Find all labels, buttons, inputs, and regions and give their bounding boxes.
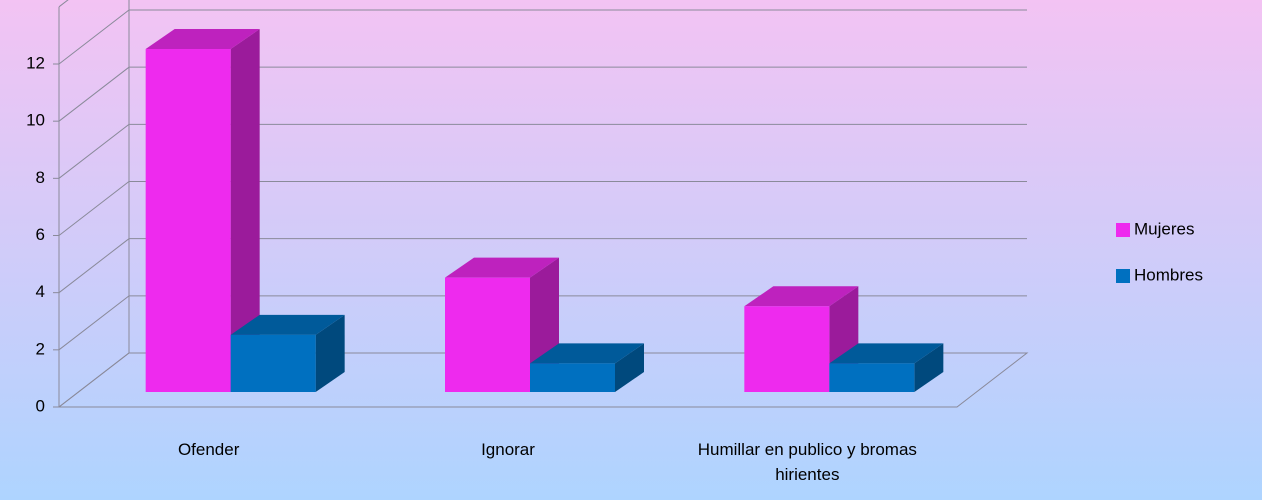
wall-top xyxy=(58,0,69,8)
legend-label: Hombres xyxy=(1134,265,1203,284)
legend-swatch xyxy=(1116,269,1130,283)
bar-top xyxy=(829,343,944,364)
bar-side xyxy=(230,29,260,392)
grid-line xyxy=(58,123,1027,179)
bar xyxy=(145,49,231,392)
bar-top xyxy=(230,314,345,335)
bar-top xyxy=(445,257,559,278)
y-tick-label: 0 xyxy=(36,396,45,415)
bar-top xyxy=(744,286,859,307)
x-tick-label: Humillar en publico y bromas hirientes xyxy=(697,440,917,484)
grid-line xyxy=(58,66,1027,122)
grid-line xyxy=(58,238,1027,294)
bar xyxy=(445,277,530,392)
grid-line xyxy=(58,295,1027,351)
bar-side xyxy=(615,343,644,392)
grid-line xyxy=(58,181,1027,236)
bar xyxy=(230,334,316,392)
y-tick-label: 4 xyxy=(36,282,45,301)
bar-top xyxy=(530,343,644,364)
bar xyxy=(530,363,615,392)
bar-side xyxy=(914,343,944,392)
bar-top xyxy=(145,29,260,49)
bar-side xyxy=(315,314,345,392)
y-tick-label: 2 xyxy=(36,339,45,358)
legend-swatch xyxy=(1116,223,1130,237)
y-tick-label: 10 xyxy=(26,111,45,130)
bar xyxy=(829,363,915,392)
x-tick-label: Ignorar xyxy=(481,440,535,459)
grid-line xyxy=(58,9,1027,65)
legend-label: Mujeres xyxy=(1134,219,1194,238)
y-tick-label: 6 xyxy=(36,225,45,244)
bar xyxy=(744,306,830,392)
y-tick-label: 8 xyxy=(36,168,45,187)
x-tick-label: Ofender xyxy=(177,440,240,459)
grid-line xyxy=(58,352,1027,408)
y-tick-label: 12 xyxy=(26,53,45,72)
